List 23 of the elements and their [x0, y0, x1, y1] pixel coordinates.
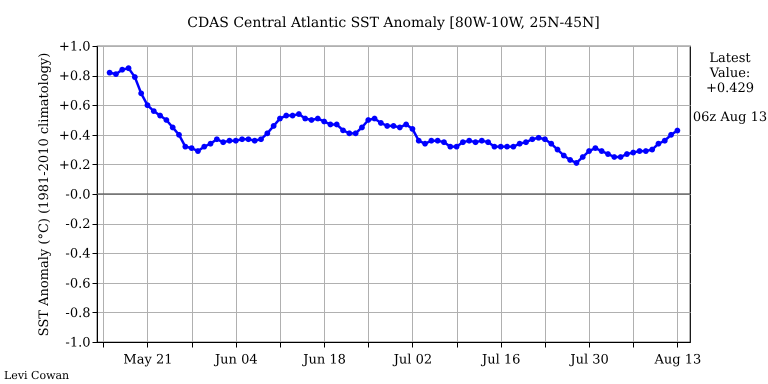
y-tick-label: +0.8 — [58, 69, 90, 84]
x-tick-label: Jul 02 — [392, 352, 432, 368]
y-tick-label: -0.2 — [65, 217, 90, 232]
x-tick-label: May 21 — [123, 352, 173, 368]
x-tick-label: Jul 16 — [480, 352, 520, 368]
y-tick-label: -0.4 — [65, 246, 90, 262]
y-tick-label: +0.2 — [58, 158, 90, 173]
x-tick-label: Jun 04 — [212, 352, 258, 368]
y-axis-title: SST Anomaly (°C) (1981-2010 climatology) — [36, 52, 52, 336]
y-tick-label: -0.6 — [65, 276, 90, 292]
y-tick-label: +1.0 — [58, 40, 90, 54]
y-tick-label: -0.0 — [65, 188, 90, 202]
y-tick-label: +0.4 — [58, 128, 90, 144]
x-tick-label: Aug 13 — [654, 352, 702, 368]
x-tick-label: Jun 18 — [301, 352, 346, 368]
text: Latest Value: +0.429 — [706, 51, 754, 96]
y-tick-label: -0.8 — [65, 306, 90, 321]
y-tick-label: +0.6 — [58, 98, 90, 114]
chart-title: CDAS Central Atlantic SST Anomaly [80W-10W, 25N-45N] — [187, 15, 600, 31]
x-tick-label: Jul 30 — [568, 352, 609, 368]
text: Levi Cowan — [4, 369, 70, 382]
text: 06z Aug 13 — [692, 110, 768, 125]
y-tick-label: -1.0 — [65, 336, 90, 350]
